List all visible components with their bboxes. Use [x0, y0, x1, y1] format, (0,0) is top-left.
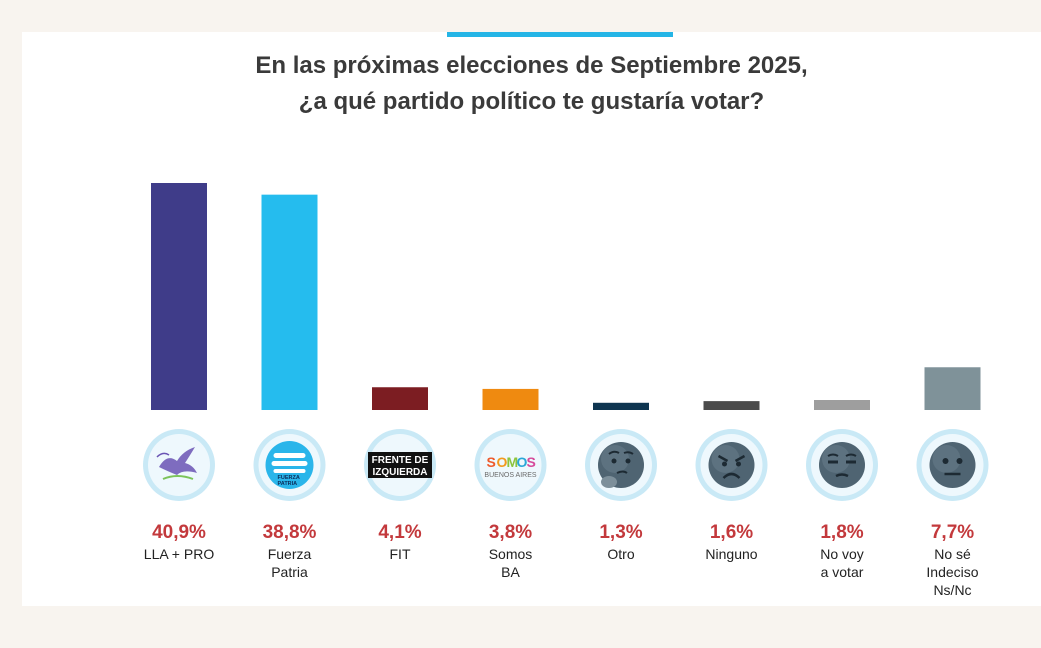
- eye: [722, 461, 727, 467]
- title-line-2: ¿a qué partido político te gustaría vota…: [298, 88, 765, 115]
- value-label: 7,7%: [931, 522, 974, 543]
- value-label: 40,9%: [152, 522, 206, 543]
- category-label: Otro: [607, 546, 634, 562]
- face-shine: [822, 445, 850, 473]
- neutral-face-icon: [929, 442, 976, 488]
- bar: [593, 402, 649, 410]
- logo-text: FRENTE DE: [372, 455, 429, 466]
- lla-pro-logo-icon: [156, 447, 197, 480]
- accent-bar: [447, 32, 673, 37]
- category-label: BA: [501, 564, 520, 580]
- icon-inner: [479, 434, 542, 496]
- value-label: 1,8%: [820, 522, 863, 543]
- logo-text: IZQUIERDA: [373, 467, 428, 478]
- bar: [703, 401, 760, 410]
- hand: [601, 476, 617, 488]
- bar-group: 7,7% No sé Indeciso Ns/Nc: [916, 367, 989, 598]
- logo-box: [368, 452, 432, 478]
- bar: [372, 387, 428, 410]
- stripe: [273, 469, 306, 473]
- brows: [608, 450, 634, 455]
- logo-text: BUENOS AIRES: [484, 472, 536, 479]
- category-label: FIT: [390, 546, 411, 562]
- category-label: Fuerza: [268, 546, 312, 562]
- value-label: 3,8%: [489, 522, 532, 543]
- bar-group: 1,3% Otro: [585, 402, 657, 562]
- title-line-1: En las próximas elecciones de Septiembre…: [255, 52, 808, 79]
- mouth: [722, 472, 741, 479]
- eye: [956, 458, 963, 464]
- mouth: [616, 470, 628, 474]
- logo-letter: S: [527, 454, 536, 470]
- category-label: Ns/Nc: [933, 582, 971, 598]
- logo-letter: S: [487, 454, 496, 470]
- unamused-face-icon: [819, 442, 865, 488]
- logo-letter: O: [517, 454, 528, 470]
- eye: [611, 458, 617, 464]
- logo-text: FUERZA: [278, 475, 300, 481]
- stripe: [271, 461, 308, 466]
- eye: [942, 458, 949, 464]
- bar-group: 1,6% Ninguno: [695, 401, 768, 562]
- brows: [717, 454, 746, 463]
- mouth: [835, 473, 849, 478]
- category-label: LLA + PRO: [144, 546, 215, 562]
- value-label: 1,6%: [710, 522, 753, 543]
- bar: [261, 194, 318, 410]
- category-label: a votar: [821, 564, 864, 580]
- logo-text: PATRIA: [278, 481, 298, 487]
- logo-letter: O: [497, 454, 508, 470]
- bar: [151, 183, 207, 410]
- chart-title: En las próximas elecciones de Septiembre…: [22, 48, 1041, 120]
- bar: [814, 400, 870, 410]
- value-label: 38,8%: [263, 522, 317, 543]
- category-label: Ninguno: [705, 546, 757, 562]
- value-label: 4,1%: [378, 522, 421, 543]
- category-label: No voy: [820, 546, 864, 562]
- angry-face-icon: [708, 442, 755, 488]
- thinking-face-icon: [598, 442, 644, 488]
- value-label: 1,3%: [599, 522, 642, 543]
- wing-stroke: [156, 452, 170, 458]
- bar-group: 40,9% LLA + PRO: [143, 183, 215, 562]
- eye: [736, 461, 741, 467]
- category-label: No sé: [934, 546, 971, 562]
- logo-letter: M: [507, 454, 519, 470]
- bar: [482, 388, 539, 410]
- category-label: Patria: [271, 564, 308, 580]
- eye: [625, 458, 631, 464]
- brows: [827, 453, 857, 457]
- eagle-shape: [159, 447, 197, 475]
- swoosh-shape: [162, 475, 194, 480]
- stripe: [273, 453, 306, 458]
- bar-group: 1,8% No voy a votar: [806, 400, 878, 580]
- category-label: Somos: [489, 546, 533, 562]
- category-label: Indeciso: [926, 564, 978, 580]
- bar: [924, 367, 981, 410]
